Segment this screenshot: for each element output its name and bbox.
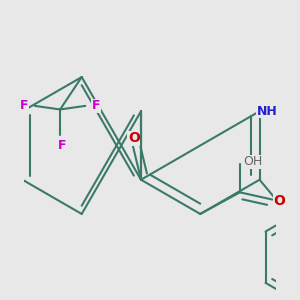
Text: OH: OH (243, 155, 262, 168)
Text: F: F (20, 99, 28, 112)
Text: O: O (274, 194, 286, 208)
Text: F: F (92, 99, 100, 112)
Text: NH: NH (256, 105, 277, 118)
Text: O: O (128, 131, 140, 146)
Text: F: F (58, 139, 66, 152)
